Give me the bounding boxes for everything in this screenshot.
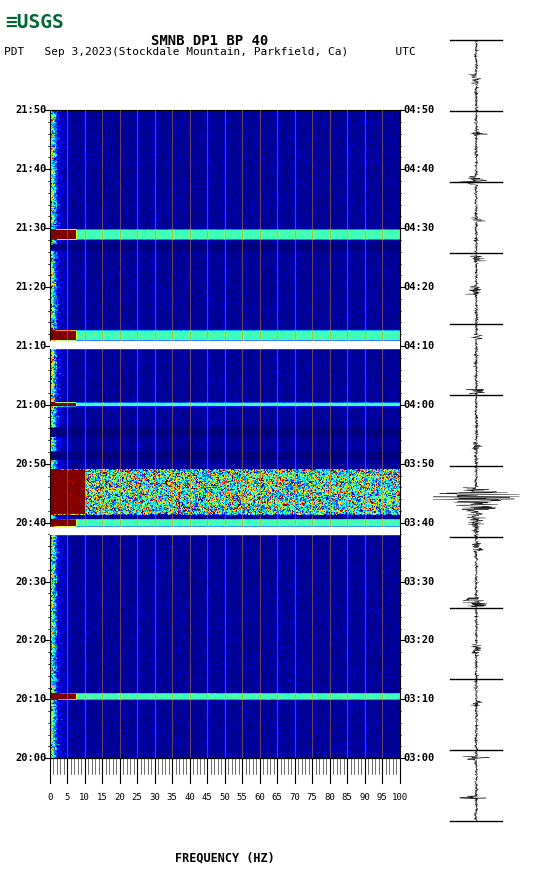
Text: 20:30: 20:30 (15, 576, 46, 587)
Text: 60: 60 (254, 792, 265, 802)
Text: 65: 65 (272, 792, 283, 802)
Text: 50: 50 (219, 792, 230, 802)
Text: 20: 20 (114, 792, 125, 802)
Text: 30: 30 (149, 792, 160, 802)
Text: 70: 70 (289, 792, 300, 802)
Text: 03:50: 03:50 (403, 458, 434, 468)
Text: 35: 35 (167, 792, 178, 802)
Text: 0: 0 (47, 792, 52, 802)
Text: 21:30: 21:30 (15, 223, 46, 233)
Text: 5: 5 (65, 792, 70, 802)
Text: 100: 100 (391, 792, 407, 802)
Text: 04:40: 04:40 (403, 164, 434, 174)
Text: 20:50: 20:50 (15, 458, 46, 468)
Text: 04:30: 04:30 (403, 223, 434, 233)
Text: 04:50: 04:50 (403, 105, 434, 115)
Text: SMNB DP1 BP 40: SMNB DP1 BP 40 (151, 34, 268, 48)
Text: 03:00: 03:00 (403, 753, 434, 764)
Text: 21:50: 21:50 (15, 105, 46, 115)
Text: 45: 45 (201, 792, 213, 802)
Text: 21:00: 21:00 (15, 400, 46, 409)
Text: 03:40: 03:40 (403, 517, 434, 528)
Text: 55: 55 (237, 792, 247, 802)
Bar (50, 527, 400, 534)
Text: 95: 95 (376, 792, 388, 802)
Text: 20:40: 20:40 (15, 517, 46, 528)
Text: ≡USGS: ≡USGS (6, 13, 64, 32)
Text: 25: 25 (132, 792, 142, 802)
Text: PDT   Sep 3,2023(Stockdale Mountain, Parkfield, Ca)       UTC: PDT Sep 3,2023(Stockdale Mountain, Parkf… (4, 47, 416, 57)
Text: 04:10: 04:10 (403, 341, 434, 351)
Bar (50, 341, 400, 348)
Text: 10: 10 (79, 792, 90, 802)
Text: 15: 15 (97, 792, 108, 802)
Text: 21:20: 21:20 (15, 282, 46, 292)
Text: 03:30: 03:30 (403, 576, 434, 587)
Text: 80: 80 (324, 792, 335, 802)
Text: FREQUENCY (HZ): FREQUENCY (HZ) (175, 852, 274, 865)
Text: 75: 75 (307, 792, 317, 802)
Text: 20:20: 20:20 (15, 635, 46, 646)
Text: 20:10: 20:10 (15, 694, 46, 705)
Text: 21:10: 21:10 (15, 341, 46, 351)
Text: 04:20: 04:20 (403, 282, 434, 292)
Text: 03:10: 03:10 (403, 694, 434, 705)
Text: 21:40: 21:40 (15, 164, 46, 174)
Text: 90: 90 (359, 792, 370, 802)
Text: 40: 40 (184, 792, 195, 802)
Text: 85: 85 (342, 792, 353, 802)
Text: 20:00: 20:00 (15, 753, 46, 764)
Text: 03:20: 03:20 (403, 635, 434, 646)
Text: 04:00: 04:00 (403, 400, 434, 409)
